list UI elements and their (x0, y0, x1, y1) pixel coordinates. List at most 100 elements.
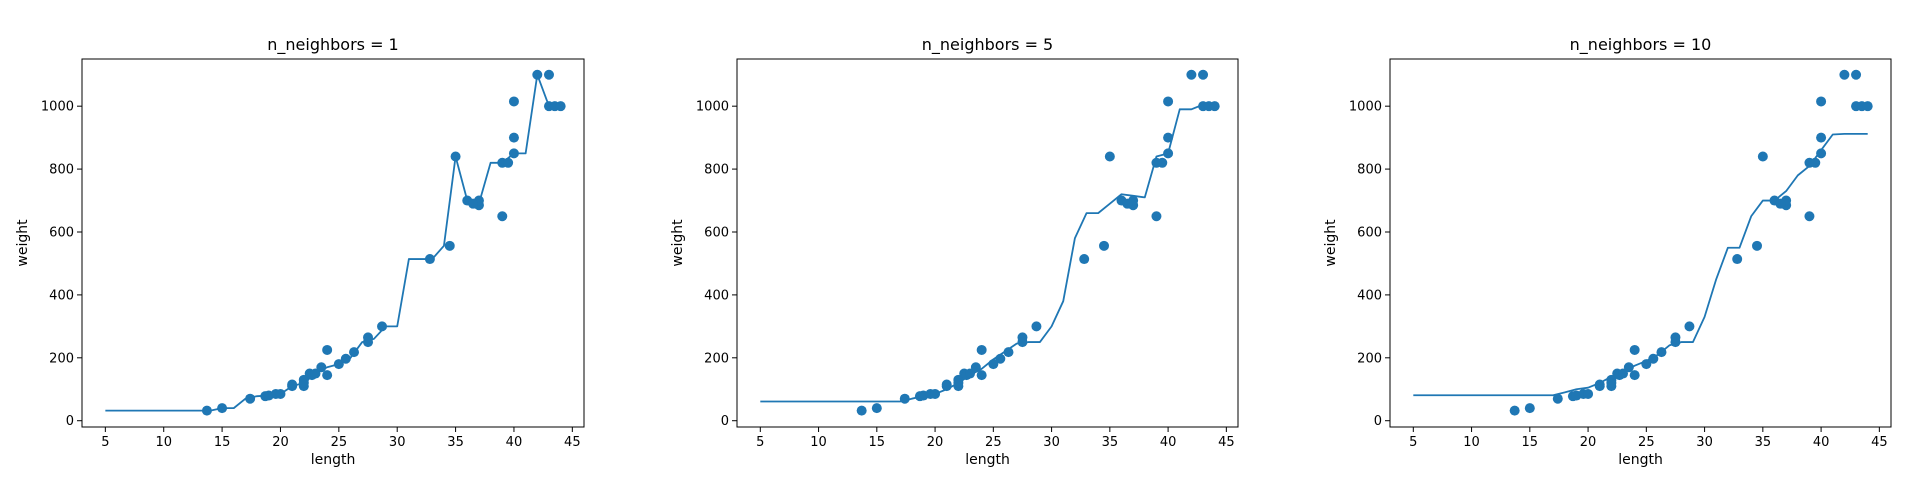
x-tick-label: 5 (1409, 435, 1417, 450)
x-tick-label: 30 (389, 435, 406, 450)
data-point (424, 254, 435, 265)
axes-frame (736, 58, 1239, 428)
data-point (1163, 96, 1174, 107)
data-point (930, 388, 941, 399)
data-point (988, 359, 999, 370)
y-axis-label: weight (1323, 219, 1339, 267)
data-point (543, 69, 554, 80)
data-point (287, 379, 298, 390)
data-point (1552, 393, 1563, 404)
data-point (1648, 353, 1659, 364)
data-point (953, 377, 964, 388)
axes-frame (1389, 58, 1892, 428)
axes-frame (81, 58, 585, 428)
data-point (217, 403, 228, 414)
data-point (1031, 321, 1042, 332)
x-tick-label: 5 (101, 435, 109, 450)
data-point (444, 240, 455, 251)
y-axis-label: weight (15, 219, 31, 267)
y-tick-label: 1000 (41, 100, 74, 115)
data-point (1186, 69, 1197, 80)
data-point (1017, 332, 1028, 343)
data-point (1670, 332, 1681, 343)
data-point (1752, 240, 1763, 251)
data-point (1157, 157, 1168, 168)
y-tick-label: 800 (704, 163, 729, 178)
subplot-title: n_neighbors = 5 (922, 35, 1053, 55)
data-point (1594, 379, 1605, 390)
data-point (532, 69, 543, 80)
data-point (1810, 157, 1821, 168)
y-tick-label: 1000 (1349, 100, 1382, 115)
data-point (1641, 359, 1652, 370)
data-point (245, 393, 256, 404)
x-tick-label: 45 (564, 435, 581, 450)
subplot-n-neighbors-5: n_neighbors = 5 5 10 15 20 25 30 35 40 45 0 200 400… (670, 35, 1239, 468)
x-tick-label: 40 (1813, 435, 1830, 450)
x-tick-label: 15 (869, 435, 886, 450)
data-point (970, 362, 981, 373)
y-tick-label: 800 (49, 163, 74, 178)
data-point (450, 151, 461, 162)
data-point (503, 157, 514, 168)
y-tick-label: 800 (1357, 163, 1382, 178)
data-point (1656, 347, 1667, 358)
x-tick-label: 30 (1043, 435, 1060, 450)
data-point (1816, 132, 1827, 143)
y-tick-label: 600 (1357, 225, 1382, 240)
y-axis-label: weight (670, 219, 686, 267)
data-point (1163, 148, 1174, 159)
data-point (508, 132, 519, 143)
data-point (298, 377, 309, 388)
data-point (1732, 254, 1743, 265)
x-tick-label: 25 (985, 435, 1002, 450)
data-point (508, 96, 519, 107)
x-tick-label: 20 (927, 435, 944, 450)
data-point (349, 347, 360, 358)
prediction-line (760, 102, 1215, 403)
data-point (976, 344, 987, 355)
data-point (333, 359, 344, 370)
data-point (1099, 240, 1110, 251)
data-point (497, 211, 508, 222)
data-point (468, 198, 479, 209)
data-point (1851, 69, 1862, 80)
x-tick-label: 25 (331, 435, 348, 450)
y-tick-label: 600 (704, 225, 729, 240)
data-point (1209, 101, 1220, 112)
data-point (1606, 377, 1617, 388)
data-point (340, 353, 351, 364)
data-point (1079, 254, 1090, 265)
data-point (1775, 198, 1786, 209)
x-tick-label: 20 (272, 435, 289, 450)
data-point (976, 370, 987, 381)
data-point (995, 353, 1006, 364)
data-point (316, 362, 327, 373)
data-point (1003, 347, 1014, 358)
data-point (1151, 211, 1162, 222)
x-tick-label: 40 (1160, 435, 1177, 450)
subplot-n-neighbors-10: n_neighbors = 10 5 10 15 20 25 30 35 40 45 0 200 40… (1323, 35, 1892, 468)
x-axis-label: length (965, 452, 1010, 468)
data-point (377, 321, 388, 332)
data-point (1198, 69, 1209, 80)
data-point (310, 368, 321, 379)
data-point (941, 379, 952, 390)
x-tick-label: 10 (155, 435, 172, 450)
data-point (1509, 405, 1520, 416)
data-point (363, 332, 374, 343)
data-point (1104, 151, 1115, 162)
x-tick-label: 10 (1463, 435, 1480, 450)
x-tick-label: 35 (447, 435, 464, 450)
y-tick-label: 200 (49, 351, 74, 366)
x-axis-label: length (1618, 452, 1663, 468)
data-point (1862, 101, 1873, 112)
x-tick-label: 25 (1638, 435, 1655, 450)
y-tick-label: 200 (1357, 351, 1382, 366)
x-tick-label: 20 (1580, 435, 1597, 450)
y-tick-label: 400 (49, 288, 74, 303)
data-point (1629, 370, 1640, 381)
x-tick-label: 45 (1218, 435, 1235, 450)
x-tick-label: 35 (1102, 435, 1119, 450)
